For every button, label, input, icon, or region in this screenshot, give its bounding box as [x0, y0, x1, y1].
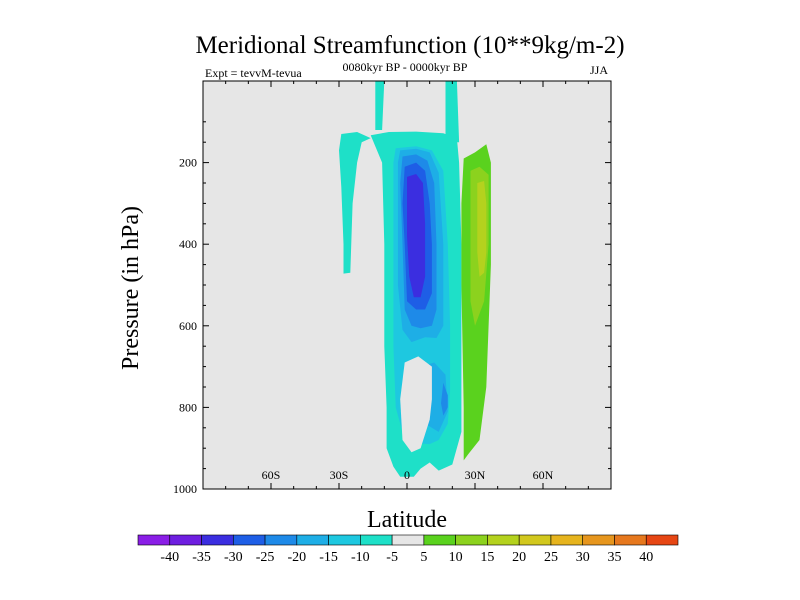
contour-region-1 — [339, 132, 371, 274]
time-range-label: 0080kyr BP - 0000kyr BP — [343, 60, 468, 74]
x-tick-label: 30S — [330, 468, 349, 482]
colorbar-swatch — [264, 534, 298, 546]
x-tick-label: 30N — [465, 468, 486, 482]
contour-region-9 — [407, 174, 426, 298]
colorbar-label: 35 — [607, 550, 621, 565]
colorbar-label: -40 — [160, 550, 179, 565]
colorbar-label: 10 — [449, 550, 463, 565]
colorbar-label: 20 — [512, 550, 526, 565]
colorbar-swatch — [169, 534, 202, 546]
x-axis-label: Latitude — [367, 507, 447, 533]
colorbar-label: -25 — [256, 550, 275, 565]
contour-region-12 — [400, 356, 432, 453]
experiment-label: Expt = tevvM-tevua — [205, 66, 302, 80]
colorbar-label: -15 — [319, 550, 338, 565]
y-tick-label: 1000 — [173, 482, 197, 496]
colorbar-label: -5 — [386, 550, 398, 565]
colorbar-label: -10 — [351, 550, 370, 565]
contour-fill-layer — [339, 81, 491, 477]
colorbar-swatch — [360, 534, 393, 546]
contour-region-15 — [477, 181, 487, 277]
colorbar-swatch — [137, 534, 171, 546]
y-tick-label: 800 — [179, 400, 197, 414]
colorbar-swatch — [423, 534, 456, 546]
y-tick-label: 400 — [179, 237, 197, 251]
colorbar-swatch — [518, 534, 552, 546]
contour-region-10 — [441, 382, 448, 416]
colorbar-swatch — [487, 534, 520, 546]
colorbar-label: -35 — [192, 550, 211, 565]
x-tick-label: 60S — [262, 468, 281, 482]
x-tick-label: 0 — [404, 468, 410, 482]
colorbar-swatch — [296, 534, 329, 546]
colorbar-swatch — [645, 534, 679, 546]
colorbar-label: -30 — [224, 550, 243, 565]
colorbar-swatch — [232, 534, 266, 546]
x-tick-label: 60N — [533, 468, 554, 482]
colorbar-label: 40 — [639, 550, 653, 565]
contour-region-2 — [375, 81, 385, 130]
colorbar: -40 -35 -30 -25 -20 -15 -10 -5 5 10 15 20 25 30 35 40 — [137, 534, 679, 565]
colorbar-label: 30 — [576, 550, 590, 565]
y-axis-label: Pressure (in hPa) — [118, 206, 144, 370]
y-tick-label: 200 — [179, 156, 197, 170]
season-label: JJA — [590, 63, 608, 77]
contour-region-3 — [445, 81, 460, 143]
colorbar-label: 5 — [420, 550, 427, 565]
colorbar-swatch — [614, 534, 647, 546]
axis-ticks: 60S 30S 0 30N 60N 200 400 600 800 1000 — [173, 81, 611, 496]
colorbar-swatch — [391, 534, 425, 546]
colorbar-label: 25 — [544, 550, 558, 565]
colorbar-swatch — [550, 534, 584, 546]
colorbar-swatch — [201, 534, 234, 546]
colorbar-label: 15 — [480, 550, 494, 565]
colorbar-swatch — [582, 534, 615, 546]
colorbar-swatch — [455, 534, 488, 546]
y-tick-label: 600 — [179, 319, 197, 333]
colorbar-swatch — [328, 534, 361, 546]
chart-title: Meridional Streamfunction (10**9kg/m-2) — [195, 32, 624, 59]
colorbar-label: -20 — [287, 550, 306, 565]
